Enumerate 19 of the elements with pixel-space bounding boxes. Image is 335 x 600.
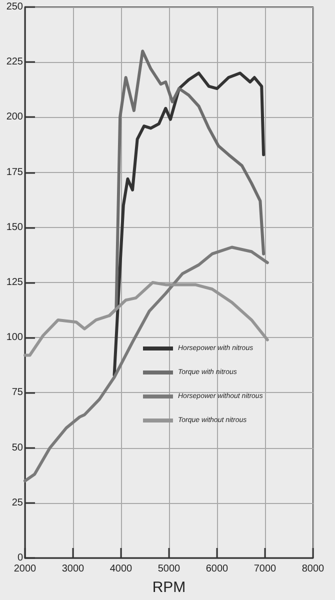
y-tick-label: 200 (6, 112, 24, 123)
y-tick-label: 225 (6, 56, 24, 68)
y-tick-label: 75 (12, 387, 24, 398)
x-tick-label: 3000 (62, 564, 85, 574)
x-tick-label: 8000 (302, 564, 325, 574)
y-tick-label: 25 (12, 497, 24, 508)
y-tick-label: 125 (6, 277, 24, 288)
y-tick-label: 150 (6, 222, 24, 233)
y-tick-label: 175 (6, 166, 24, 178)
y-tick-label: 0 (17, 552, 24, 564)
x-tick-label: 2000 (14, 564, 37, 574)
x-axis-title: RPM (152, 579, 186, 596)
x-tick-label: 6000 (206, 564, 229, 574)
x-tick-label: 7000 (254, 564, 277, 574)
y-tick-label: 50 (12, 442, 24, 454)
y-tick-label: 250 (6, 2, 24, 12)
x-tick-label: 4000 (110, 564, 133, 574)
x-tick-label: 5000 (158, 564, 181, 574)
y-tick-label: 100 (6, 332, 24, 344)
